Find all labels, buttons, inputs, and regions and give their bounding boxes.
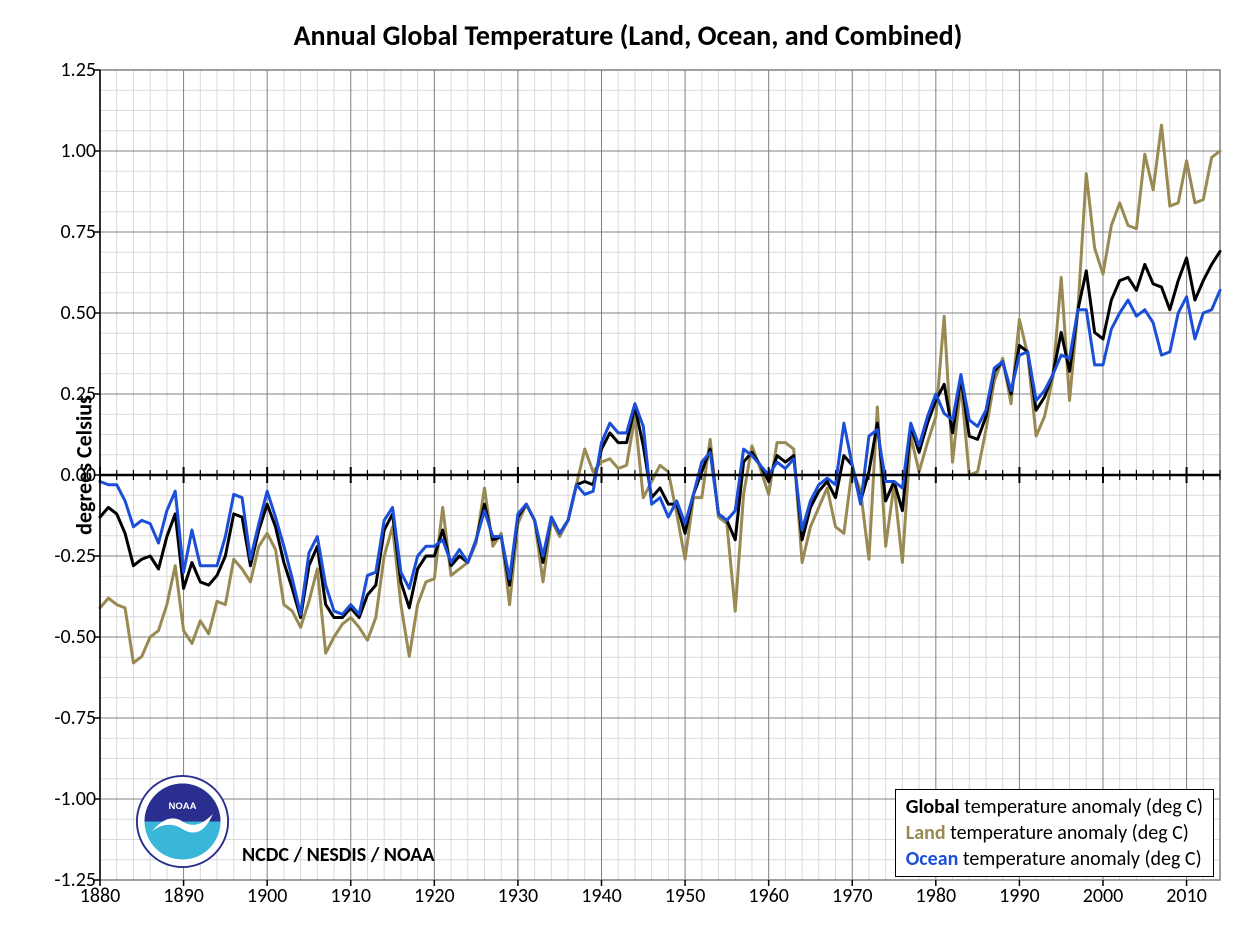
- y-tick-label: 0.00: [41, 463, 96, 487]
- chart-container: Annual Global Temperature (Land, Ocean, …: [0, 0, 1256, 929]
- y-tick-label: 0.25: [41, 382, 96, 406]
- attribution: NCDC / NESDIS / NOAA: [242, 843, 434, 867]
- y-tick-label: 0.50: [41, 301, 96, 325]
- x-tick-label: 1880: [80, 884, 121, 908]
- x-tick-label: 1920: [414, 884, 455, 908]
- y-tick-label: 0.75: [41, 220, 96, 244]
- x-tick-label: 1900: [247, 884, 288, 908]
- y-tick-label: -1.00: [41, 787, 96, 811]
- legend-item-global: Global temperature anomaly (deg C): [906, 794, 1203, 820]
- legend-key-land: Land: [906, 821, 946, 845]
- plot-area: [100, 70, 1220, 880]
- svg-text:NOAA: NOAA: [169, 801, 197, 812]
- x-tick-label: 1960: [748, 884, 789, 908]
- y-tick-label: 1.25: [41, 58, 96, 82]
- legend-item-land: Land temperature anomaly (deg C): [906, 820, 1203, 846]
- legend-label-land: temperature anomaly (deg C): [950, 821, 1189, 845]
- x-tick-label: 1930: [498, 884, 539, 908]
- legend-label-ocean: temperature anomaly (deg C): [963, 847, 1202, 871]
- legend-item-ocean: Ocean temperature anomaly (deg C): [906, 846, 1203, 872]
- axes-svg: [100, 70, 1220, 880]
- x-tick-label: 1950: [665, 884, 706, 908]
- x-tick-label: 1990: [999, 884, 1040, 908]
- chart-title: Annual Global Temperature (Land, Ocean, …: [0, 18, 1256, 53]
- x-tick-label: 1890: [163, 884, 204, 908]
- x-tick-label: 1910: [330, 884, 371, 908]
- y-tick-label: 1.00: [41, 139, 96, 163]
- legend: Global temperature anomaly (deg C) Land …: [895, 789, 1214, 877]
- legend-label-global: temperature anomaly (deg C): [964, 795, 1203, 819]
- legend-key-global: Global: [906, 795, 960, 819]
- x-tick-label: 1940: [581, 884, 622, 908]
- x-tick-label: 2010: [1166, 884, 1207, 908]
- x-tick-label: 2000: [1083, 884, 1124, 908]
- noaa-logo: NOAA: [135, 774, 230, 869]
- y-tick-label: -0.50: [41, 625, 96, 649]
- x-tick-label: 1970: [832, 884, 873, 908]
- legend-key-ocean: Ocean: [906, 847, 959, 871]
- y-tick-label: -0.25: [41, 544, 96, 568]
- y-tick-label: -0.75: [41, 706, 96, 730]
- x-tick-label: 1980: [916, 884, 957, 908]
